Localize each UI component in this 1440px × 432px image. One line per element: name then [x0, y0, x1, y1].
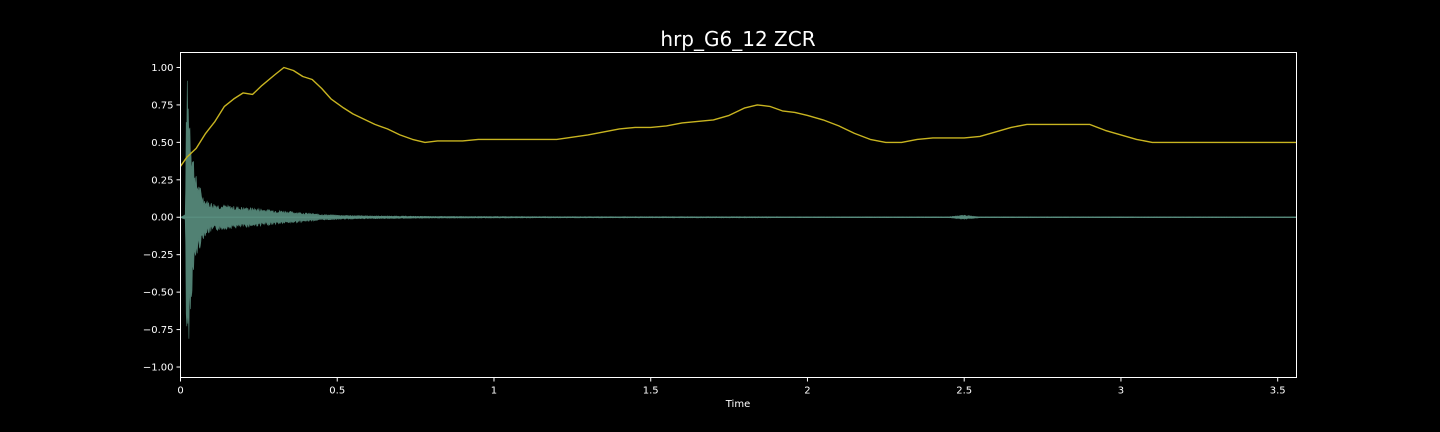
x-tick-label: 0 — [177, 386, 183, 397]
x-tick-label: 1 — [491, 386, 497, 397]
chart-title: hrp_G6_12 ZCR — [660, 27, 815, 51]
x-tick-label: 1.5 — [643, 386, 659, 397]
x-axis-title: Time — [725, 399, 750, 410]
y-tick-label: 0.75 — [151, 100, 173, 111]
waveform-envelope — [179, 80, 1297, 339]
y-tick-label: 0.50 — [151, 138, 173, 149]
axes-frame — [180, 52, 1297, 378]
x-tick-label: 0.5 — [329, 386, 345, 397]
x-tick-label: 3 — [1118, 386, 1124, 397]
x-tick-label: 2 — [804, 386, 810, 397]
y-axis: −1.00 −0.75 −0.50 −0.25 0.00 0.25 0.50 0.75 1.00 — [143, 63, 181, 374]
plot-area — [179, 66, 1297, 339]
x-tick-label: 2.5 — [956, 386, 972, 397]
x-tick-label: 3.5 — [1270, 386, 1286, 397]
y-tick-label: −0.75 — [143, 325, 174, 336]
y-tick-label: 0.00 — [151, 213, 173, 224]
zcr-series-line — [179, 66, 1297, 167]
y-tick-label: 1.00 — [151, 63, 173, 74]
y-tick-label: −0.50 — [143, 288, 174, 299]
y-tick-label: 0.25 — [151, 175, 173, 186]
x-axis: 0 0.5 1 1.5 2 2.5 3 3.5 — [177, 377, 1286, 397]
y-tick-label: −1.00 — [143, 363, 174, 374]
y-tick-label: −0.25 — [143, 250, 174, 261]
